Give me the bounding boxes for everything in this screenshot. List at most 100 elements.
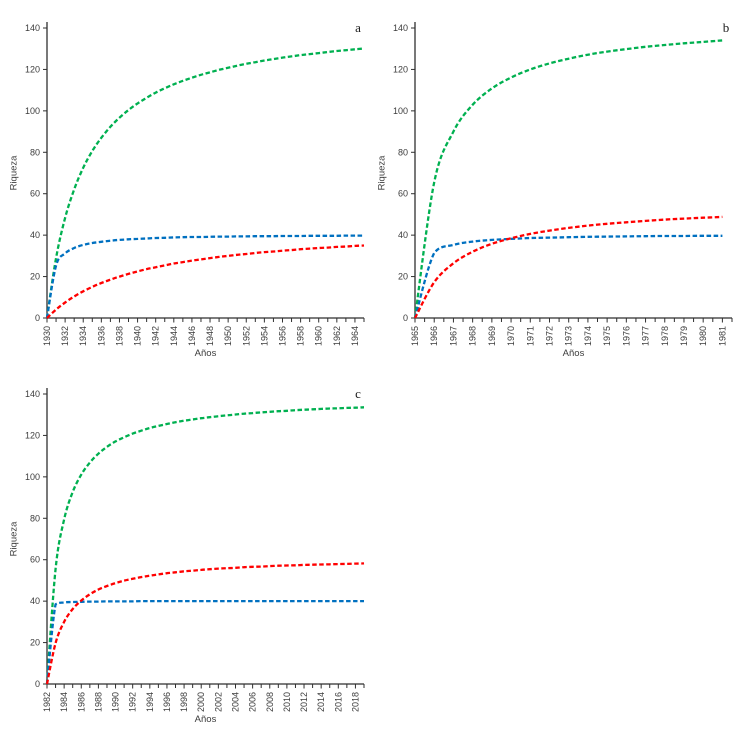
series-blue-dashed	[45, 599, 364, 685]
chart-panel-a: 0 20 40 60 80 100 120 140 1930 1932 1934 1936 1938 19…	[1, 0, 369, 366]
x-tick-label: 1954	[259, 326, 269, 346]
series-red-dashed	[413, 215, 723, 319]
x-tick-label: 1969	[487, 326, 497, 346]
x-tick-label: 1944	[169, 326, 179, 346]
series-red-dashed	[46, 244, 365, 319]
axes	[46, 388, 364, 685]
y-tick-label: 20	[30, 272, 40, 282]
x-tick-label: 1980	[698, 326, 708, 346]
x-tick-label: 2014	[316, 692, 326, 712]
x-axis-title: Años	[195, 348, 217, 359]
x-axis-ticks: 1982 1984 1986 1988 1990 1992 1994 1996 1998 2000…	[42, 684, 365, 712]
y-tick-label: 20	[398, 272, 408, 282]
x-tick-label: 1972	[544, 326, 554, 346]
y-axis-ticks: 0 20 40 60 80 100 120 140	[25, 23, 47, 323]
x-tick-label: 1964	[350, 326, 360, 346]
x-tick-label: 2008	[265, 692, 275, 712]
x-axis-title: Años	[563, 348, 585, 359]
x-tick-label: 1932	[60, 326, 70, 346]
y-tick-label: 100	[25, 106, 40, 116]
y-tick-label: 100	[25, 472, 40, 482]
x-tick-label: 1977	[641, 326, 651, 346]
x-tick-label: 1950	[223, 326, 233, 346]
x-tick-label: 1974	[583, 326, 593, 346]
x-tick-label: 1976	[621, 326, 631, 346]
y-tick-label: 0	[35, 679, 40, 689]
chart-panel-c: 0 20 40 60 80 100 120 140 1982 1984 1986 1988 1990 19…	[1, 366, 369, 732]
series-blue-dashed	[413, 234, 723, 319]
x-tick-label: 2012	[299, 692, 309, 712]
x-tick-label: 1958	[296, 326, 306, 346]
y-tick-label: 100	[393, 106, 408, 116]
x-tick-label: 1988	[93, 692, 103, 712]
chart-panel-b: 0 20 40 60 80 100 120 140 1965 1966 1967 1968 1969 19…	[369, 0, 737, 366]
x-tick-label: 1934	[78, 326, 88, 346]
x-tick-label: 1971	[525, 326, 535, 346]
x-tick-label: 1978	[660, 326, 670, 346]
series-blue-dashed	[45, 234, 364, 319]
series-green-dashed	[413, 39, 723, 319]
y-tick-label: 60	[398, 189, 408, 199]
x-tick-label: 1998	[179, 692, 189, 712]
x-tick-label: 1930	[42, 326, 52, 346]
series-red-dashed	[45, 562, 365, 685]
x-tick-label: 1990	[111, 692, 121, 712]
panel-label: b	[723, 20, 730, 35]
series-green-dashed	[45, 406, 365, 685]
x-tick-label: 1992	[128, 692, 138, 712]
series-group	[45, 47, 365, 319]
x-tick-label: 1966	[429, 326, 439, 346]
x-tick-label: 1986	[76, 692, 86, 712]
y-axis-title: Riqueza	[9, 521, 20, 557]
x-tick-label: 1973	[564, 326, 574, 346]
y-tick-label: 60	[30, 555, 40, 565]
y-tick-label: 40	[398, 230, 408, 240]
y-axis-title: Riqueza	[377, 155, 388, 191]
x-tick-label: 1984	[59, 692, 69, 712]
y-tick-label: 120	[25, 64, 40, 74]
y-tick-label: 80	[30, 513, 40, 523]
series-group	[45, 406, 365, 685]
x-tick-label: 1960	[314, 326, 324, 346]
x-tick-label: 2010	[282, 692, 292, 712]
series-group	[413, 39, 723, 319]
y-tick-label: 120	[25, 430, 40, 440]
x-tick-label: 1975	[602, 326, 612, 346]
x-tick-label: 1970	[506, 326, 516, 346]
axes	[46, 22, 364, 319]
x-tick-label: 1982	[42, 692, 52, 712]
y-tick-label: 0	[403, 313, 408, 323]
y-tick-label: 120	[393, 64, 408, 74]
x-tick-label: 1981	[717, 326, 727, 346]
x-axis-title: Años	[195, 714, 217, 725]
x-axis-ticks: 1930 1932 1934 1936 1938 1940 1942 1944 1946 1948…	[42, 318, 365, 346]
y-axis-ticks: 0 20 40 60 80 100 120 140	[393, 23, 415, 323]
x-tick-label: 1952	[241, 326, 251, 346]
y-axis-title: Riqueza	[9, 155, 20, 191]
y-tick-label: 40	[30, 596, 40, 606]
y-tick-label: 40	[30, 230, 40, 240]
y-tick-label: 20	[30, 638, 40, 648]
x-tick-label: 1996	[162, 692, 172, 712]
y-tick-label: 140	[393, 23, 408, 33]
panel-label: a	[355, 20, 361, 35]
x-tick-label: 2004	[230, 692, 240, 712]
x-tick-label: 1942	[151, 326, 161, 346]
x-tick-label: 1936	[96, 326, 106, 346]
panel-label: c	[355, 386, 361, 401]
x-tick-label: 2000	[196, 692, 206, 712]
x-tick-label: 1940	[133, 326, 143, 346]
x-tick-label: 2016	[333, 692, 343, 712]
y-tick-label: 80	[398, 147, 408, 157]
x-tick-label: 1962	[332, 326, 342, 346]
x-tick-label: 1948	[205, 326, 215, 346]
x-tick-label: 1956	[277, 326, 287, 346]
x-tick-label: 2006	[248, 692, 258, 712]
y-tick-label: 60	[30, 189, 40, 199]
axes	[414, 22, 732, 319]
x-tick-label: 1968	[468, 326, 478, 346]
